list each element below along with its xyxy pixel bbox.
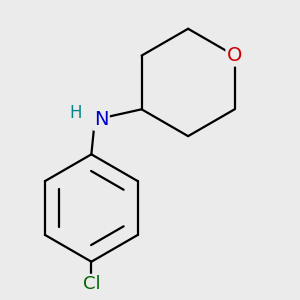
Text: H: H	[70, 104, 82, 122]
Text: O: O	[227, 46, 242, 65]
Text: Cl: Cl	[82, 275, 100, 293]
Text: N: N	[94, 110, 108, 129]
